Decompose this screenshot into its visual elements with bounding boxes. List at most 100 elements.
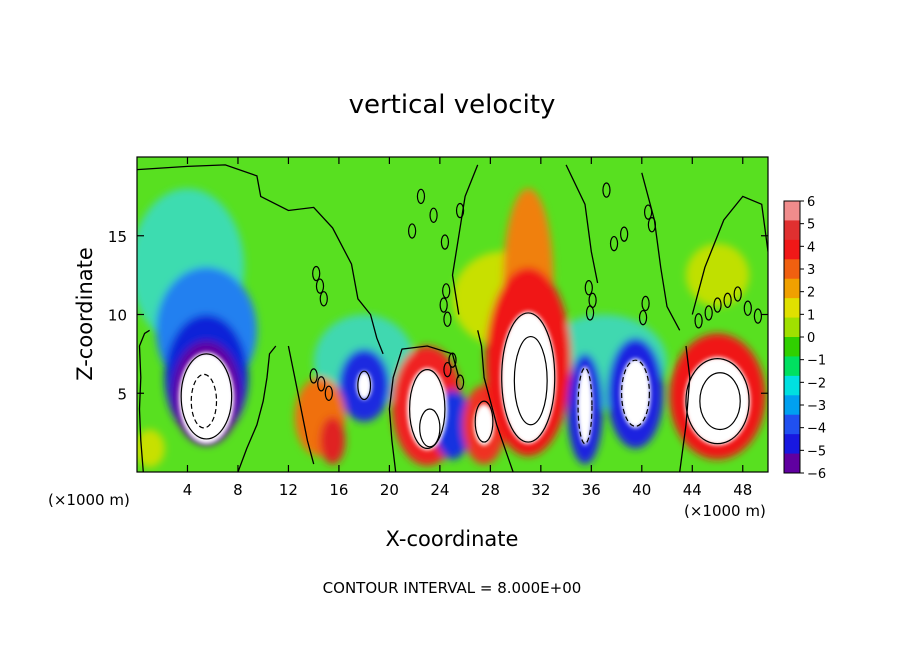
small-contour-4	[317, 376, 326, 392]
colorbar-bin	[784, 259, 800, 280]
zero-contour-20	[388, 345, 460, 472]
colorbar-label: 6	[807, 195, 815, 210]
contour-right-inner	[699, 372, 741, 431]
small-contour-33	[619, 226, 629, 242]
x-tick-label: 24	[430, 481, 449, 499]
small-contour-2	[319, 291, 328, 307]
x-tick-label: 20	[380, 481, 399, 499]
contour-right	[685, 358, 750, 445]
x-tick-label: 44	[683, 481, 702, 499]
field-core-layer	[178, 311, 751, 450]
small-contour-25	[753, 308, 763, 324]
colorbar-bin	[784, 337, 800, 357]
colorbar-label: 4	[807, 240, 815, 255]
x-tick-label: 36	[582, 481, 601, 499]
x-tick-label: 16	[329, 481, 348, 499]
core-white-left	[178, 352, 235, 444]
zero-contour-28	[477, 330, 514, 472]
contour-23-inner	[419, 408, 441, 448]
contour-39	[621, 359, 650, 427]
small-contour-18	[638, 309, 648, 326]
colorbar-label: 2	[807, 286, 815, 301]
colorbar: 6 5 4 3 2 1 0 −1 −2 −3 −4 −5 −6	[783, 195, 826, 482]
colorbar-label: −5	[807, 444, 826, 459]
small-contour-31	[602, 182, 611, 198]
x-tick-label: 4	[183, 481, 193, 499]
small-contour-27	[429, 207, 438, 223]
small-contour-7	[439, 297, 448, 313]
small-contour-10	[443, 361, 452, 378]
small-contour-29	[440, 234, 450, 250]
colorbar-bin	[784, 298, 800, 319]
contour-interval-footer: CONTOUR INTERVAL = 8.000E+00	[323, 579, 582, 597]
small-contour-1	[315, 278, 325, 294]
core-white-39	[620, 358, 651, 428]
contour-plume-inner	[513, 335, 548, 426]
core-white-plume	[500, 311, 556, 444]
small-contour-9	[448, 352, 457, 368]
colorbar-label: −1	[807, 354, 826, 369]
colorbar-bin	[784, 239, 800, 260]
y-tick-label: 10	[108, 307, 127, 325]
small-contour-16	[647, 217, 657, 233]
y-tick-label: 5	[117, 385, 127, 403]
x-tick-label: 48	[733, 481, 752, 499]
small-contour-19	[694, 313, 703, 329]
yellow-patch-upper-right	[685, 243, 750, 307]
colorbar-bin	[784, 434, 800, 455]
small-contour-12	[584, 280, 593, 296]
x-tick-label: 12	[279, 481, 298, 499]
small-contour-28	[455, 202, 465, 219]
y-tick-label: 15	[108, 228, 127, 246]
small-contour-15	[643, 204, 653, 220]
colorbar-bin	[784, 414, 800, 435]
contour-18	[357, 370, 372, 401]
colorbar-label: 1	[807, 308, 815, 323]
core-white-right	[684, 357, 751, 446]
small-contour-3	[309, 368, 318, 384]
x-axis: 4 8 12 16 20 24 28 32 36 40 44 48	[183, 157, 752, 499]
small-contour-5	[324, 385, 333, 401]
x-axis-label: X-coordinate	[386, 527, 519, 551]
core-white-35	[577, 366, 593, 446]
zero-contour-12	[287, 345, 315, 465]
zero-contour-upper-left	[137, 164, 384, 355]
colorbar-bin	[784, 453, 800, 474]
x-tick-label: 8	[233, 481, 243, 499]
colorbar-bin	[784, 356, 800, 377]
contour-plume	[501, 312, 556, 443]
colorbar-label: 5	[807, 218, 815, 233]
small-contour-21	[713, 297, 722, 313]
small-contour-23	[733, 286, 742, 302]
small-contour-0	[312, 265, 321, 282]
x-tick-label: 28	[481, 481, 500, 499]
contour-left-core	[180, 353, 233, 440]
zero-contour-right	[691, 195, 768, 315]
small-contour-30	[407, 223, 417, 239]
small-contour-24	[743, 300, 752, 316]
zero-contour-left-down	[237, 345, 277, 472]
colorbar-label: −6	[807, 467, 826, 482]
small-contour-8	[443, 311, 452, 327]
colorbar-label: −4	[807, 422, 826, 437]
contour-27	[474, 400, 494, 443]
y-axis-label: Z-coordinate	[73, 247, 97, 381]
contour-lines	[137, 164, 768, 472]
y-axis: 5 10 15	[108, 228, 768, 403]
zero-contour-35	[565, 164, 599, 284]
contour-left-inner	[190, 373, 218, 429]
small-contour-20	[704, 305, 713, 321]
core-white-27	[473, 404, 495, 446]
yellow-patch-corner	[137, 429, 165, 468]
small-contour-6	[442, 283, 451, 299]
colorbar-bin	[784, 220, 800, 241]
colorbar-bin	[784, 375, 800, 396]
updraft-left-core	[319, 416, 346, 465]
colorbar-bin	[784, 317, 800, 338]
colorbar-label: −3	[807, 399, 826, 414]
x-unit-right: (×1000 m)	[684, 502, 766, 520]
zero-contour-left-edge	[138, 329, 150, 472]
x-unit-left: (×1000 m)	[48, 491, 130, 509]
zero-contour-43	[679, 345, 691, 472]
colorbar-bin	[784, 278, 800, 299]
